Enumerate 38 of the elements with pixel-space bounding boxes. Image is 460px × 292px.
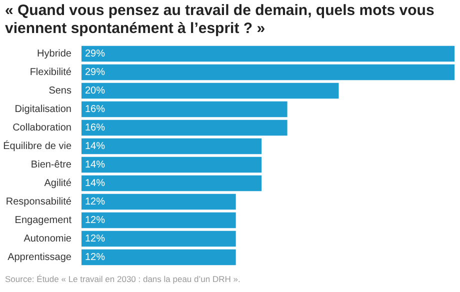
data-label: 14% (84, 159, 106, 170)
y-tick-label: Autonomie (24, 233, 72, 244)
y-tick-label: Digitalisation (14, 104, 72, 115)
y-tick-label: Apprentissage (8, 252, 72, 263)
data-label: 29% (84, 48, 106, 60)
data-label: 12% (84, 214, 106, 226)
data-label: 16% (84, 122, 106, 134)
data-label: 16% (84, 104, 106, 115)
bar (82, 249, 236, 266)
y-tick-label: Collaboration (12, 122, 72, 134)
bar (82, 82, 339, 99)
bar (82, 64, 454, 80)
y-tick-label: Hybride (37, 48, 72, 60)
source-note: Source: Étude « Le travail en 2030 : dans la peau d’un DRH ». (5, 273, 240, 286)
bar (82, 138, 262, 154)
y-tick-label: Bien-être (30, 159, 72, 170)
data-label: 14% (84, 140, 106, 152)
y-tick-label: Équilibre de vie (3, 140, 72, 152)
bar (82, 212, 236, 228)
bar (82, 156, 262, 173)
data-label: 12% (84, 233, 106, 244)
bar (82, 120, 288, 136)
y-tick-label: Agilité (44, 178, 72, 189)
bar (82, 101, 288, 118)
data-label: 29% (84, 66, 106, 78)
bar (82, 175, 262, 192)
data-label: 14% (84, 178, 106, 189)
data-label: 12% (84, 252, 106, 263)
bar (82, 46, 454, 62)
data-label: 12% (84, 196, 106, 208)
y-tick-label: Engagement (14, 214, 72, 226)
y-tick-label: Sens (48, 85, 72, 96)
y-tick-label: Flexibilité (30, 66, 72, 78)
bar (82, 230, 236, 247)
bar (82, 194, 236, 210)
y-tick-label: Responsabilité (6, 196, 72, 208)
chart-title: « Quand vous pensez au travail de demain, quels mots vous viennent spontanément à l’esprit ? » (5, 2, 436, 38)
data-label: 20% (84, 85, 106, 96)
